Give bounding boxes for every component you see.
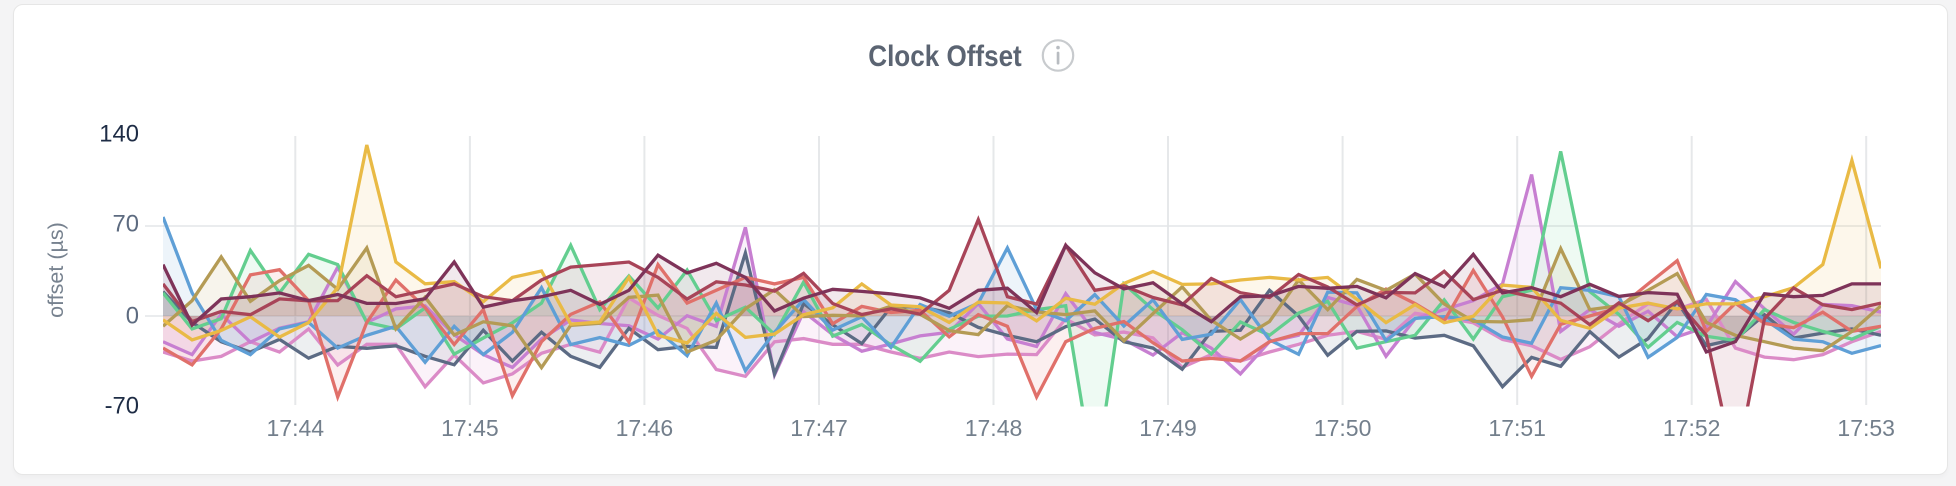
svg-text:Clock Offset: Clock Offset xyxy=(868,40,1022,73)
svg-text:140: 140 xyxy=(99,121,139,148)
svg-text:17:46: 17:46 xyxy=(616,415,674,441)
svg-text:17:44: 17:44 xyxy=(267,415,325,441)
svg-text:17:53: 17:53 xyxy=(1837,415,1895,441)
svg-text:17:47: 17:47 xyxy=(790,415,848,441)
svg-text:offset (µs): offset (µs) xyxy=(44,222,68,318)
svg-text:70: 70 xyxy=(113,211,139,238)
svg-text:-70: -70 xyxy=(105,393,139,420)
svg-text:17:52: 17:52 xyxy=(1663,415,1721,441)
svg-text:17:48: 17:48 xyxy=(965,415,1023,441)
svg-text:17:49: 17:49 xyxy=(1139,415,1197,441)
svg-text:17:45: 17:45 xyxy=(441,415,499,441)
svg-text:17:51: 17:51 xyxy=(1488,415,1546,441)
svg-text:0: 0 xyxy=(126,303,139,330)
svg-text:17:50: 17:50 xyxy=(1314,415,1372,441)
